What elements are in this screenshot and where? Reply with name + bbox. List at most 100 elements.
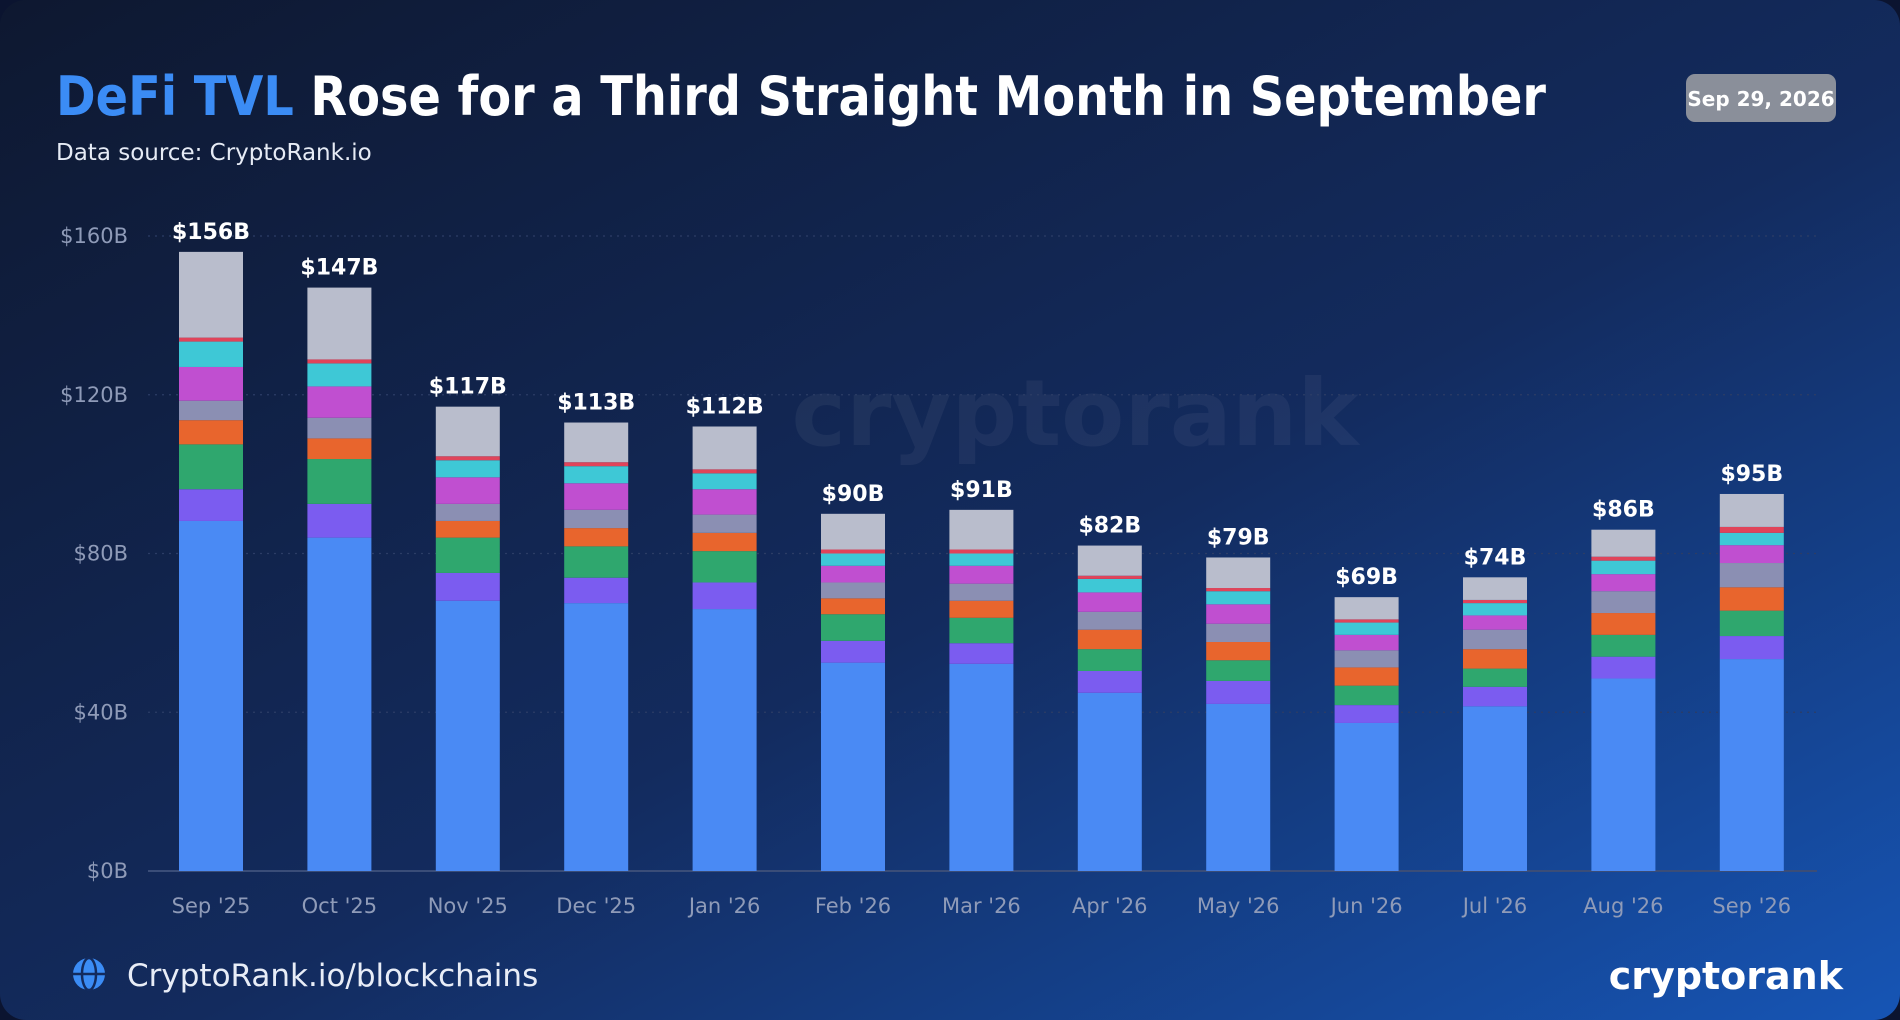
bar-segment xyxy=(179,444,243,490)
bar-segment xyxy=(692,426,757,470)
bar-segment xyxy=(179,337,243,342)
bar-segment xyxy=(307,438,372,460)
bar-segment xyxy=(1719,526,1784,533)
globe-icon xyxy=(73,956,105,992)
bar-segment xyxy=(564,577,629,604)
bar-segment xyxy=(1077,578,1142,593)
bar-segment xyxy=(821,565,885,583)
bar-segment xyxy=(1591,560,1656,575)
bar-segment xyxy=(1591,591,1656,614)
bar-segment xyxy=(692,514,757,533)
bar-segment xyxy=(1719,587,1784,611)
bar-segment xyxy=(1206,703,1271,871)
bar-segment xyxy=(1077,629,1142,650)
bar-segment xyxy=(1591,678,1656,871)
x-tick-label: Jan '26 xyxy=(687,894,761,918)
bar-segment xyxy=(1719,545,1784,564)
bar-segment xyxy=(1077,592,1142,612)
bar-segment xyxy=(435,460,500,478)
bar-segment xyxy=(564,528,629,547)
total-label: $90B xyxy=(822,482,885,507)
bar-segment xyxy=(1334,667,1399,686)
bar-segment xyxy=(1463,686,1527,707)
x-tick-label: Oct '25 xyxy=(302,894,377,918)
bar-segment xyxy=(821,549,885,554)
bar-segment xyxy=(1206,623,1271,643)
y-tick-label: $160B xyxy=(60,224,128,248)
total-label: $82B xyxy=(1078,514,1141,539)
bar-segment xyxy=(692,582,757,610)
bar-segment xyxy=(1463,629,1527,650)
plot: $0B $40B $80B $120B $160B $156B Sep '25 $147B Oc… xyxy=(60,220,1817,918)
y-tick-label: $0B xyxy=(87,859,128,883)
bar-segment xyxy=(949,509,1014,550)
bar-segment xyxy=(949,583,1014,601)
bar-segment xyxy=(307,386,372,418)
bar-segment xyxy=(949,565,1014,584)
bar-segment xyxy=(1077,611,1142,630)
bar-segment xyxy=(564,509,629,529)
bar-segment xyxy=(692,609,757,871)
bar-segment xyxy=(307,537,372,871)
bar-segment xyxy=(821,513,885,550)
bar-segment xyxy=(692,489,757,515)
bar-segment xyxy=(1463,599,1527,604)
bar-segment xyxy=(179,489,243,521)
bar-segment xyxy=(435,477,500,504)
bar-segment xyxy=(1206,604,1271,624)
x-tick-label: Jun '26 xyxy=(1329,894,1403,918)
bar-segment xyxy=(307,417,372,439)
bar-segment xyxy=(1206,642,1271,661)
bar-segment xyxy=(1334,619,1399,623)
x-tick-label: Feb '26 xyxy=(815,894,891,918)
bar-segment xyxy=(435,520,500,538)
bar-segment xyxy=(564,422,629,463)
total-label: $95B xyxy=(1720,462,1783,487)
bar-segment xyxy=(179,251,243,338)
bar-segment xyxy=(307,359,372,364)
title-highlight: DeFi TVL xyxy=(56,65,294,128)
x-tick-label: Nov '25 xyxy=(428,894,508,918)
bar-segment xyxy=(1334,722,1399,871)
bar-segment xyxy=(1463,649,1527,669)
bar-segment xyxy=(1206,680,1271,704)
bar-segment xyxy=(821,662,885,871)
bar-segment xyxy=(1334,597,1399,620)
chart-subtitle: Data source: CryptoRank.io xyxy=(56,140,372,166)
total-label: $74B xyxy=(1464,545,1527,570)
x-tick-label: Aug '26 xyxy=(1583,894,1663,918)
bar-segment xyxy=(692,473,757,490)
watermark: cryptorank xyxy=(791,360,1360,467)
chart-title: Rose for a Third Straight Month in Septe… xyxy=(310,65,1546,128)
bar-segment xyxy=(1077,545,1142,576)
bar-segment xyxy=(821,614,885,641)
bar-segment xyxy=(1463,603,1527,616)
bar-segment xyxy=(1591,656,1656,679)
bar-segment xyxy=(692,532,757,552)
bar-segment xyxy=(692,551,757,583)
y-tick-label: $80B xyxy=(74,542,129,566)
bar-segment xyxy=(179,420,243,445)
bar-segment xyxy=(1591,529,1656,557)
bar-segment xyxy=(949,663,1014,871)
bar-segment xyxy=(1077,575,1142,579)
bar-segment xyxy=(1591,613,1656,635)
bar-segment xyxy=(821,582,885,599)
total-label: $147B xyxy=(300,256,378,281)
bar-segment xyxy=(1591,574,1656,592)
bar-segment xyxy=(1206,591,1271,605)
bar-segment xyxy=(179,400,243,421)
bar-segment xyxy=(1206,588,1271,592)
bar-segment xyxy=(949,600,1014,618)
total-label: $112B xyxy=(686,395,764,420)
total-label: $156B xyxy=(172,220,250,245)
footer-link[interactable]: CryptoRank.io/blockchains xyxy=(127,958,538,994)
x-tick-label: Sep '25 xyxy=(172,894,251,918)
bar-segment xyxy=(179,341,243,367)
bar-segment xyxy=(307,459,372,504)
bar-segment xyxy=(821,553,885,566)
bar-segment xyxy=(1334,705,1399,723)
bar-segment xyxy=(564,462,629,467)
